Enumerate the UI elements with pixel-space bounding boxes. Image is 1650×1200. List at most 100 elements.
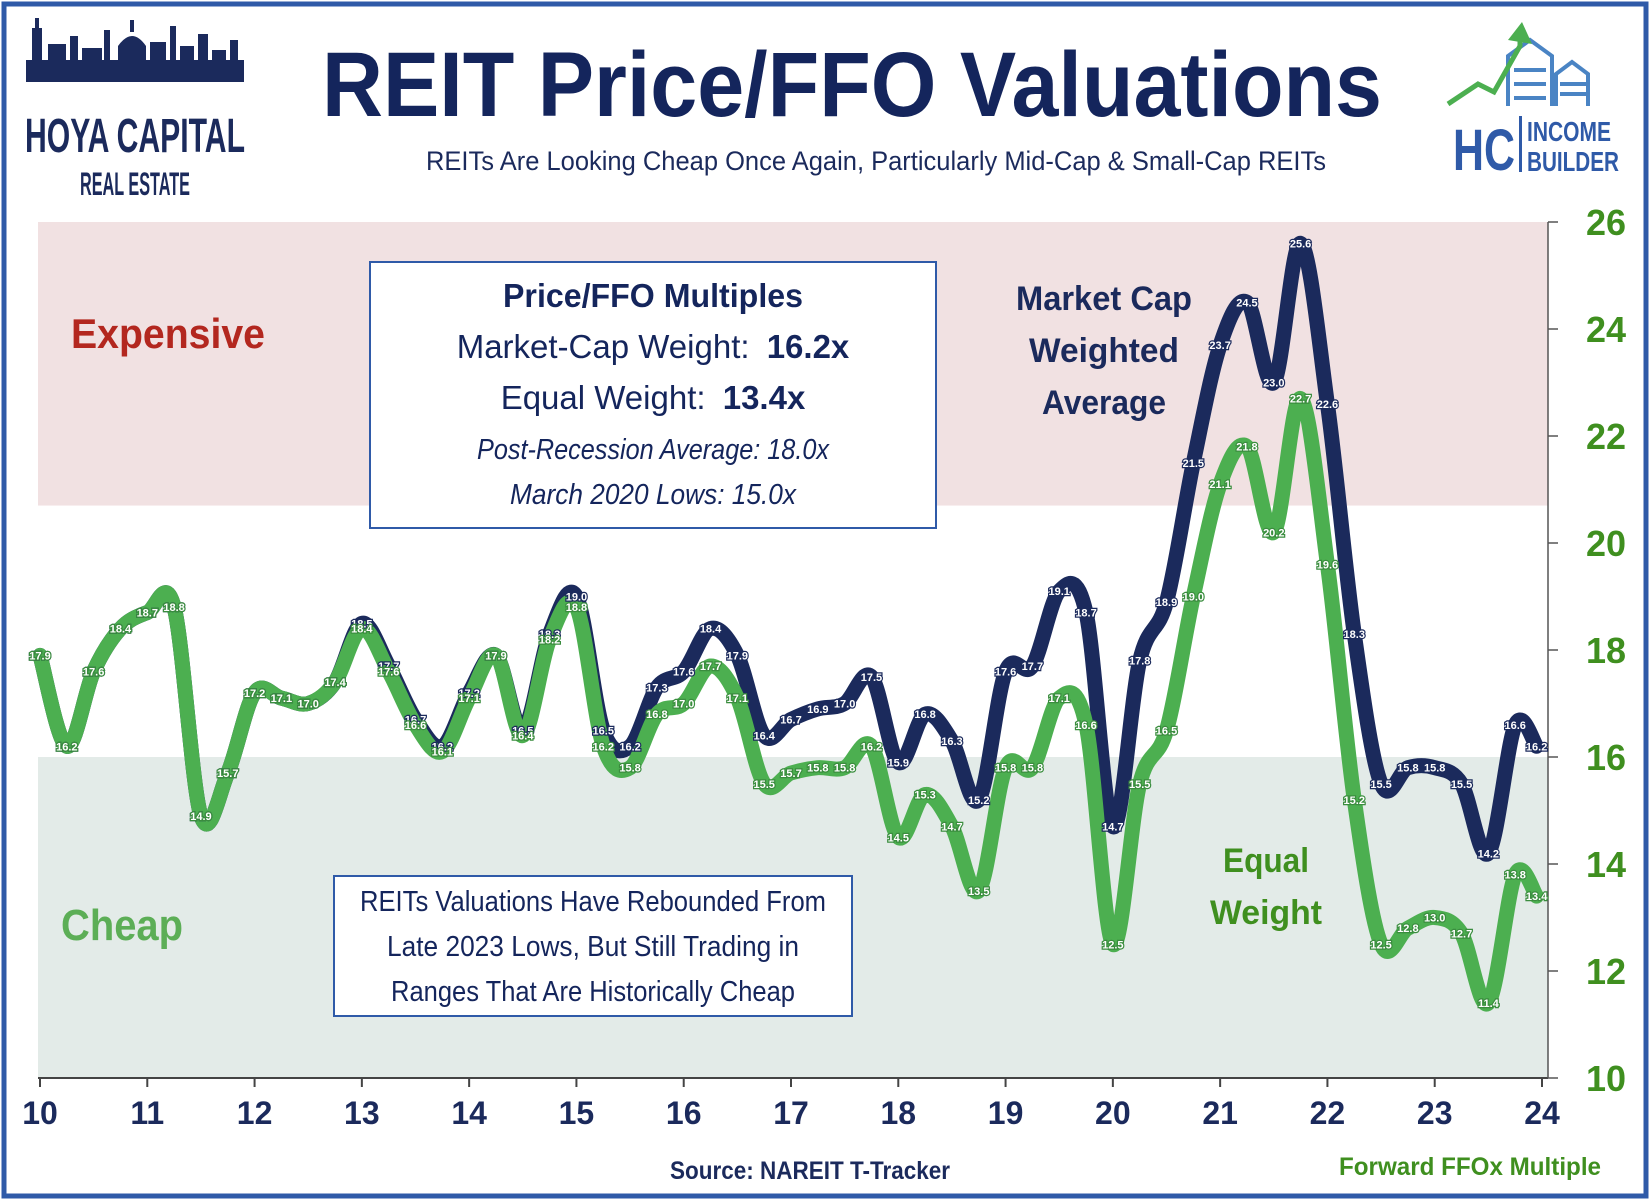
market-cap-data-label: 16.5 <box>512 725 533 737</box>
equal-weight-data-label: 17.1 <box>1049 693 1070 705</box>
market-cap-data-label: 16.2 <box>1526 741 1547 753</box>
market-cap-data-label: 16.6 <box>1504 720 1525 732</box>
x-tick-label: 18 <box>880 1095 916 1131</box>
equal-weight-data-label: 17.1 <box>727 693 748 705</box>
equal-weight-data-label: 19.6 <box>1317 559 1338 571</box>
valuation-note-box: REITs Valuations Have Rebounded From Lat… <box>333 875 853 1017</box>
market-cap-data-label: 17.9 <box>29 650 50 662</box>
market-cap-data-label: 17.3 <box>646 682 667 694</box>
equal-weight-data-label: 17.1 <box>458 693 479 705</box>
equal-weight-data-label: 17.7 <box>700 661 721 673</box>
chart-subtitle: REITs Are Looking Cheap Once Again, Part… <box>426 146 1326 176</box>
market-cap-data-label: 16.5 <box>593 725 614 737</box>
market-cap-data-label: 18.3 <box>539 629 560 641</box>
equal-weight-data-label: 17.0 <box>673 699 694 711</box>
market-cap-data-label: 16.2 <box>432 741 453 753</box>
y-tick-label: 14 <box>1586 844 1626 885</box>
market-cap-data-label: 17.2 <box>458 688 479 700</box>
market-cap-data-label: 21.5 <box>1183 458 1204 470</box>
market-cap-data-label: 25.6 <box>1290 238 1311 250</box>
equal-weight-data-label: 18.2 <box>539 634 560 646</box>
equal-weight-data-label: 17.2 <box>244 688 265 700</box>
market-cap-data-label: 22.6 <box>1317 399 1338 411</box>
market-cap-data-label: 17.7 <box>1022 661 1043 673</box>
market-cap-data-label: 15.2 <box>968 795 989 807</box>
market-cap-data-label: 18.7 <box>137 608 158 620</box>
equal-weight-data-label: 17.1 <box>271 693 292 705</box>
equal-weight-series-line <box>32 391 1545 1012</box>
market-cap-data-label: 18.4 <box>110 624 132 636</box>
market-cap-data-label: 15.5 <box>1451 779 1472 791</box>
equal-weight-data-label: 13.0 <box>1424 913 1445 925</box>
equal-weight-data-label: 15.8 <box>1022 763 1043 775</box>
note-line-1: REITs Valuations Have Rebounded From <box>360 886 826 918</box>
market-cap-data-label: 17.0 <box>298 699 319 711</box>
equal-weight-data-label: 12.8 <box>1397 923 1418 935</box>
equal-weight-data-label: 15.7 <box>217 768 238 780</box>
equal-weight-data-label: 15.2 <box>1344 795 1365 807</box>
equal-weight-data-label: 12.5 <box>1370 939 1391 951</box>
logo-line1: INCOME <box>1527 116 1611 147</box>
x-tick-label: 14 <box>451 1095 487 1131</box>
market-cap-data-label: 18.5 <box>351 618 372 630</box>
market-cap-data-label: 24.5 <box>1236 297 1257 309</box>
y-tick-label: 10 <box>1586 1058 1626 1099</box>
x-tick-label: 12 <box>237 1095 273 1131</box>
market-cap-data-label: 17.9 <box>485 650 506 662</box>
market-cap-data-label: 18.4 <box>700 624 722 636</box>
market-cap-data-label: 16.2 <box>56 741 77 753</box>
equal-weight-data-label: 22.7 <box>1290 394 1311 406</box>
y-tick-label: 24 <box>1586 309 1626 350</box>
x-tick-label: 20 <box>1095 1095 1131 1131</box>
market-cap-data-label: 17.7 <box>378 661 399 673</box>
equal-weight-data-label: 17.4 <box>324 677 346 689</box>
market-cap-label-line-3: Average <box>1042 384 1166 422</box>
x-tick-label: 15 <box>559 1095 595 1131</box>
equal-weight-data-label: 17.9 <box>485 650 506 662</box>
cheap-label: Cheap <box>61 901 183 950</box>
info-heading: Price/FFO Multiples <box>503 277 803 314</box>
x-tick-label: 13 <box>344 1095 380 1131</box>
equal-weight-data-label: 16.2 <box>593 741 614 753</box>
equal-weight-data-label: 16.2 <box>56 741 77 753</box>
market-cap-data-label: 16.2 <box>619 741 640 753</box>
equal-weight-label-line-1: Equal <box>1223 842 1309 880</box>
y-tick-label: 16 <box>1586 737 1626 778</box>
equal-weight-data-label: 16.6 <box>1075 720 1096 732</box>
chart-title: REIT Price/FFO Valuations <box>322 34 1382 136</box>
equal-weight-data-label: 16.6 <box>405 720 426 732</box>
market-cap-data-label: 18.8 <box>163 602 184 614</box>
market-cap-data-label: 14.2 <box>1478 848 1499 860</box>
mc-value: 16.2x <box>767 328 850 365</box>
ew-value: 13.4x <box>723 379 806 416</box>
market-cap-data-label: 23.7 <box>1209 340 1230 352</box>
y-axis-caption: Forward FFOx Multiple <box>1339 1153 1601 1181</box>
market-cap-data-label: 15.8 <box>1424 763 1445 775</box>
x-tick-label: 21 <box>1202 1095 1238 1131</box>
logo-tagline: REAL ESTATE <box>80 166 190 202</box>
equal-weight-data-label: 14.9 <box>190 811 211 823</box>
note-line-2: Late 2023 Lows, But Still Trading in <box>387 931 799 963</box>
x-tick-label: 23 <box>1417 1095 1453 1131</box>
x-tick-label: 11 <box>130 1095 164 1131</box>
equal-weight-data-label: 18.4 <box>110 624 132 636</box>
market-cap-data-label: 17.2 <box>244 688 265 700</box>
equal-weight-data-label: 16.8 <box>646 709 667 721</box>
equal-weight-data-label: 21.1 <box>1209 479 1230 491</box>
expensive-label: Expensive <box>71 310 265 357</box>
market-cap-data-label: 18.9 <box>1156 597 1177 609</box>
market-cap-data-label: 17.6 <box>83 666 104 678</box>
market-cap-data-label: 16.4 <box>753 731 775 743</box>
income-builder-logo: HC INCOME BUILDER <box>1446 22 1619 183</box>
market-cap-data-labels: 17.916.217.618.418.7 18.814.915.717.2 17.1… <box>28 237 1548 861</box>
equal-weight-data-label: 15.5 <box>1129 779 1150 791</box>
equal-weight-line: Equal Weight: 13.4x <box>501 379 806 416</box>
market-cap-data-label: 17.4 <box>324 677 346 689</box>
x-tick-label: 24 <box>1524 1095 1560 1131</box>
market-cap-data-label: 16.7 <box>405 715 426 727</box>
equal-weight-data-label: 16.1 <box>432 747 453 759</box>
arrow-head-icon <box>1508 22 1532 44</box>
equal-weight-data-label: 16.5 <box>1156 725 1177 737</box>
market-cap-data-label: 17.1 <box>271 693 292 705</box>
